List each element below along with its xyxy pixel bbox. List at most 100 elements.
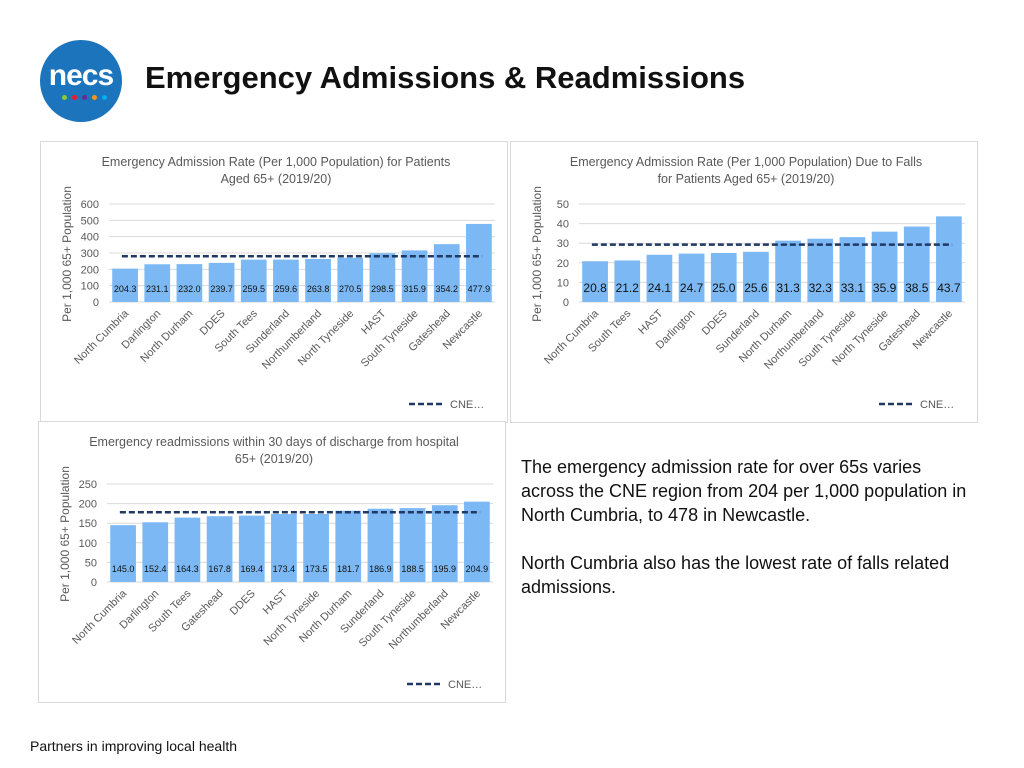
value-label: 24.7 [680, 281, 704, 295]
value-label: 32.3 [809, 281, 833, 295]
bar [399, 508, 426, 582]
bar [464, 501, 490, 582]
note: The emergency admission rate for over 65… [521, 457, 967, 525]
value-label: 298.5 [371, 284, 394, 294]
chart: 0 100 200 300 400 500 600 Per 1,000 65+ Populat… [60, 186, 495, 411]
value-label: 31.3 [776, 281, 800, 295]
x-tick-label: DDES [700, 308, 730, 338]
y-tick-label: 0 [563, 297, 569, 309]
bar [433, 244, 460, 302]
value-label: 232.0 [178, 284, 201, 294]
bar [208, 262, 235, 302]
value-label: 239.7 [210, 284, 233, 294]
bar [775, 240, 801, 302]
value-label: 169.4 [240, 564, 263, 574]
x-tick-label: South Tyneside [797, 308, 859, 370]
bar [112, 268, 138, 302]
chart: 0 50 100 150 200 250 Per 1,000 65+ Population 1… [58, 466, 493, 691]
bar [110, 525, 136, 582]
y-tick-label: 200 [81, 264, 99, 276]
value-label: 33.1 [841, 281, 865, 295]
y-tick-label: 50 [557, 199, 569, 211]
y-tick-label: 100 [81, 281, 99, 293]
x-tick-label: North Tyneside [262, 588, 323, 649]
value-label: 35.9 [873, 281, 897, 295]
value-label: 25.0 [712, 281, 736, 295]
bar [303, 513, 329, 582]
bar [401, 250, 428, 302]
bar [337, 257, 364, 302]
y-tick-label: 200 [79, 499, 97, 511]
bar [369, 253, 396, 302]
value-label: 204.9 [466, 564, 489, 574]
bar [839, 237, 866, 302]
x-tick-label: HAST [359, 307, 388, 336]
y-tick-label: 0 [91, 577, 97, 589]
y-tick-label: 400 [81, 232, 99, 244]
bar [646, 254, 673, 302]
bar [240, 259, 267, 302]
value-label: 477.9 [468, 284, 491, 294]
value-label: 25.6 [744, 281, 768, 295]
bar [144, 264, 171, 302]
y-axis-label: Per 1,000 65+ Population [60, 186, 74, 322]
value-label: 188.5 [401, 564, 424, 574]
slide-title: Emergency Admissions & Readmissions [145, 60, 746, 95]
bar [273, 259, 299, 302]
y-tick-label: 20 [557, 258, 569, 270]
value-label: 145.0 [112, 564, 135, 574]
bar [936, 216, 962, 302]
logo-text: necs [48, 59, 114, 92]
y-tick-label: 40 [557, 219, 569, 231]
bar [678, 253, 705, 302]
bar [466, 223, 492, 302]
bar [431, 505, 458, 582]
y-tick-label: 30 [557, 238, 569, 250]
x-tick-label: North Cumbria [70, 587, 130, 647]
value-label: 24.1 [648, 281, 672, 295]
legend-label: CNE… [448, 679, 482, 691]
notes: The emergency admission rate for over 65… [521, 455, 971, 623]
y-tick-label: 10 [557, 277, 569, 289]
chart-title: Emergency Admission Rate (Per 1,000 Popu… [569, 155, 923, 186]
x-tick-label: South Tyneside [359, 308, 421, 370]
value-label: 195.9 [433, 564, 456, 574]
bar [710, 253, 737, 302]
chart-panel: Emergency Admission Rate (Per 1,000 Popu… [510, 141, 978, 423]
bar [335, 510, 362, 582]
bar [238, 515, 265, 582]
y-tick-label: 0 [93, 297, 99, 309]
y-tick-label: 600 [81, 199, 99, 211]
x-tick-label: DDES [228, 588, 258, 618]
bar [206, 516, 233, 582]
bar [174, 517, 201, 582]
x-tick-label: North Tyneside [830, 308, 891, 369]
bar [142, 522, 169, 582]
bar [807, 238, 834, 302]
logo: necs [40, 40, 122, 122]
value-label: 204.3 [114, 284, 137, 294]
chart: 0 10 20 30 40 50 Per 1,000 65+ Population 20.8 N… [530, 186, 965, 411]
bar [305, 258, 331, 302]
bar [176, 264, 203, 302]
value-label: 43.7 [937, 281, 961, 295]
y-tick-label: 500 [81, 215, 99, 227]
value-label: 354.2 [435, 284, 458, 294]
value-label: 173.5 [305, 564, 328, 574]
value-label: 315.9 [403, 284, 426, 294]
x-tick-label: North Cumbria [542, 307, 602, 367]
bar [614, 260, 641, 302]
chart-panel: Emergency readmissions within 30 days of… [38, 421, 506, 703]
y-tick-label: 250 [79, 479, 97, 491]
value-label: 231.1 [146, 284, 169, 294]
footer: Partners in improving local health [30, 738, 237, 754]
value-label: 270.5 [339, 284, 362, 294]
value-label: 20.8 [583, 281, 607, 295]
legend-label: CNE… [920, 399, 954, 411]
y-tick-label: 150 [79, 518, 97, 530]
x-tick-label: HAST [261, 587, 290, 616]
value-label: 164.3 [176, 564, 199, 574]
x-tick-label: DDES [198, 308, 228, 338]
chart-panel: Emergency Admission Rate (Per 1,000 Popu… [40, 141, 508, 423]
